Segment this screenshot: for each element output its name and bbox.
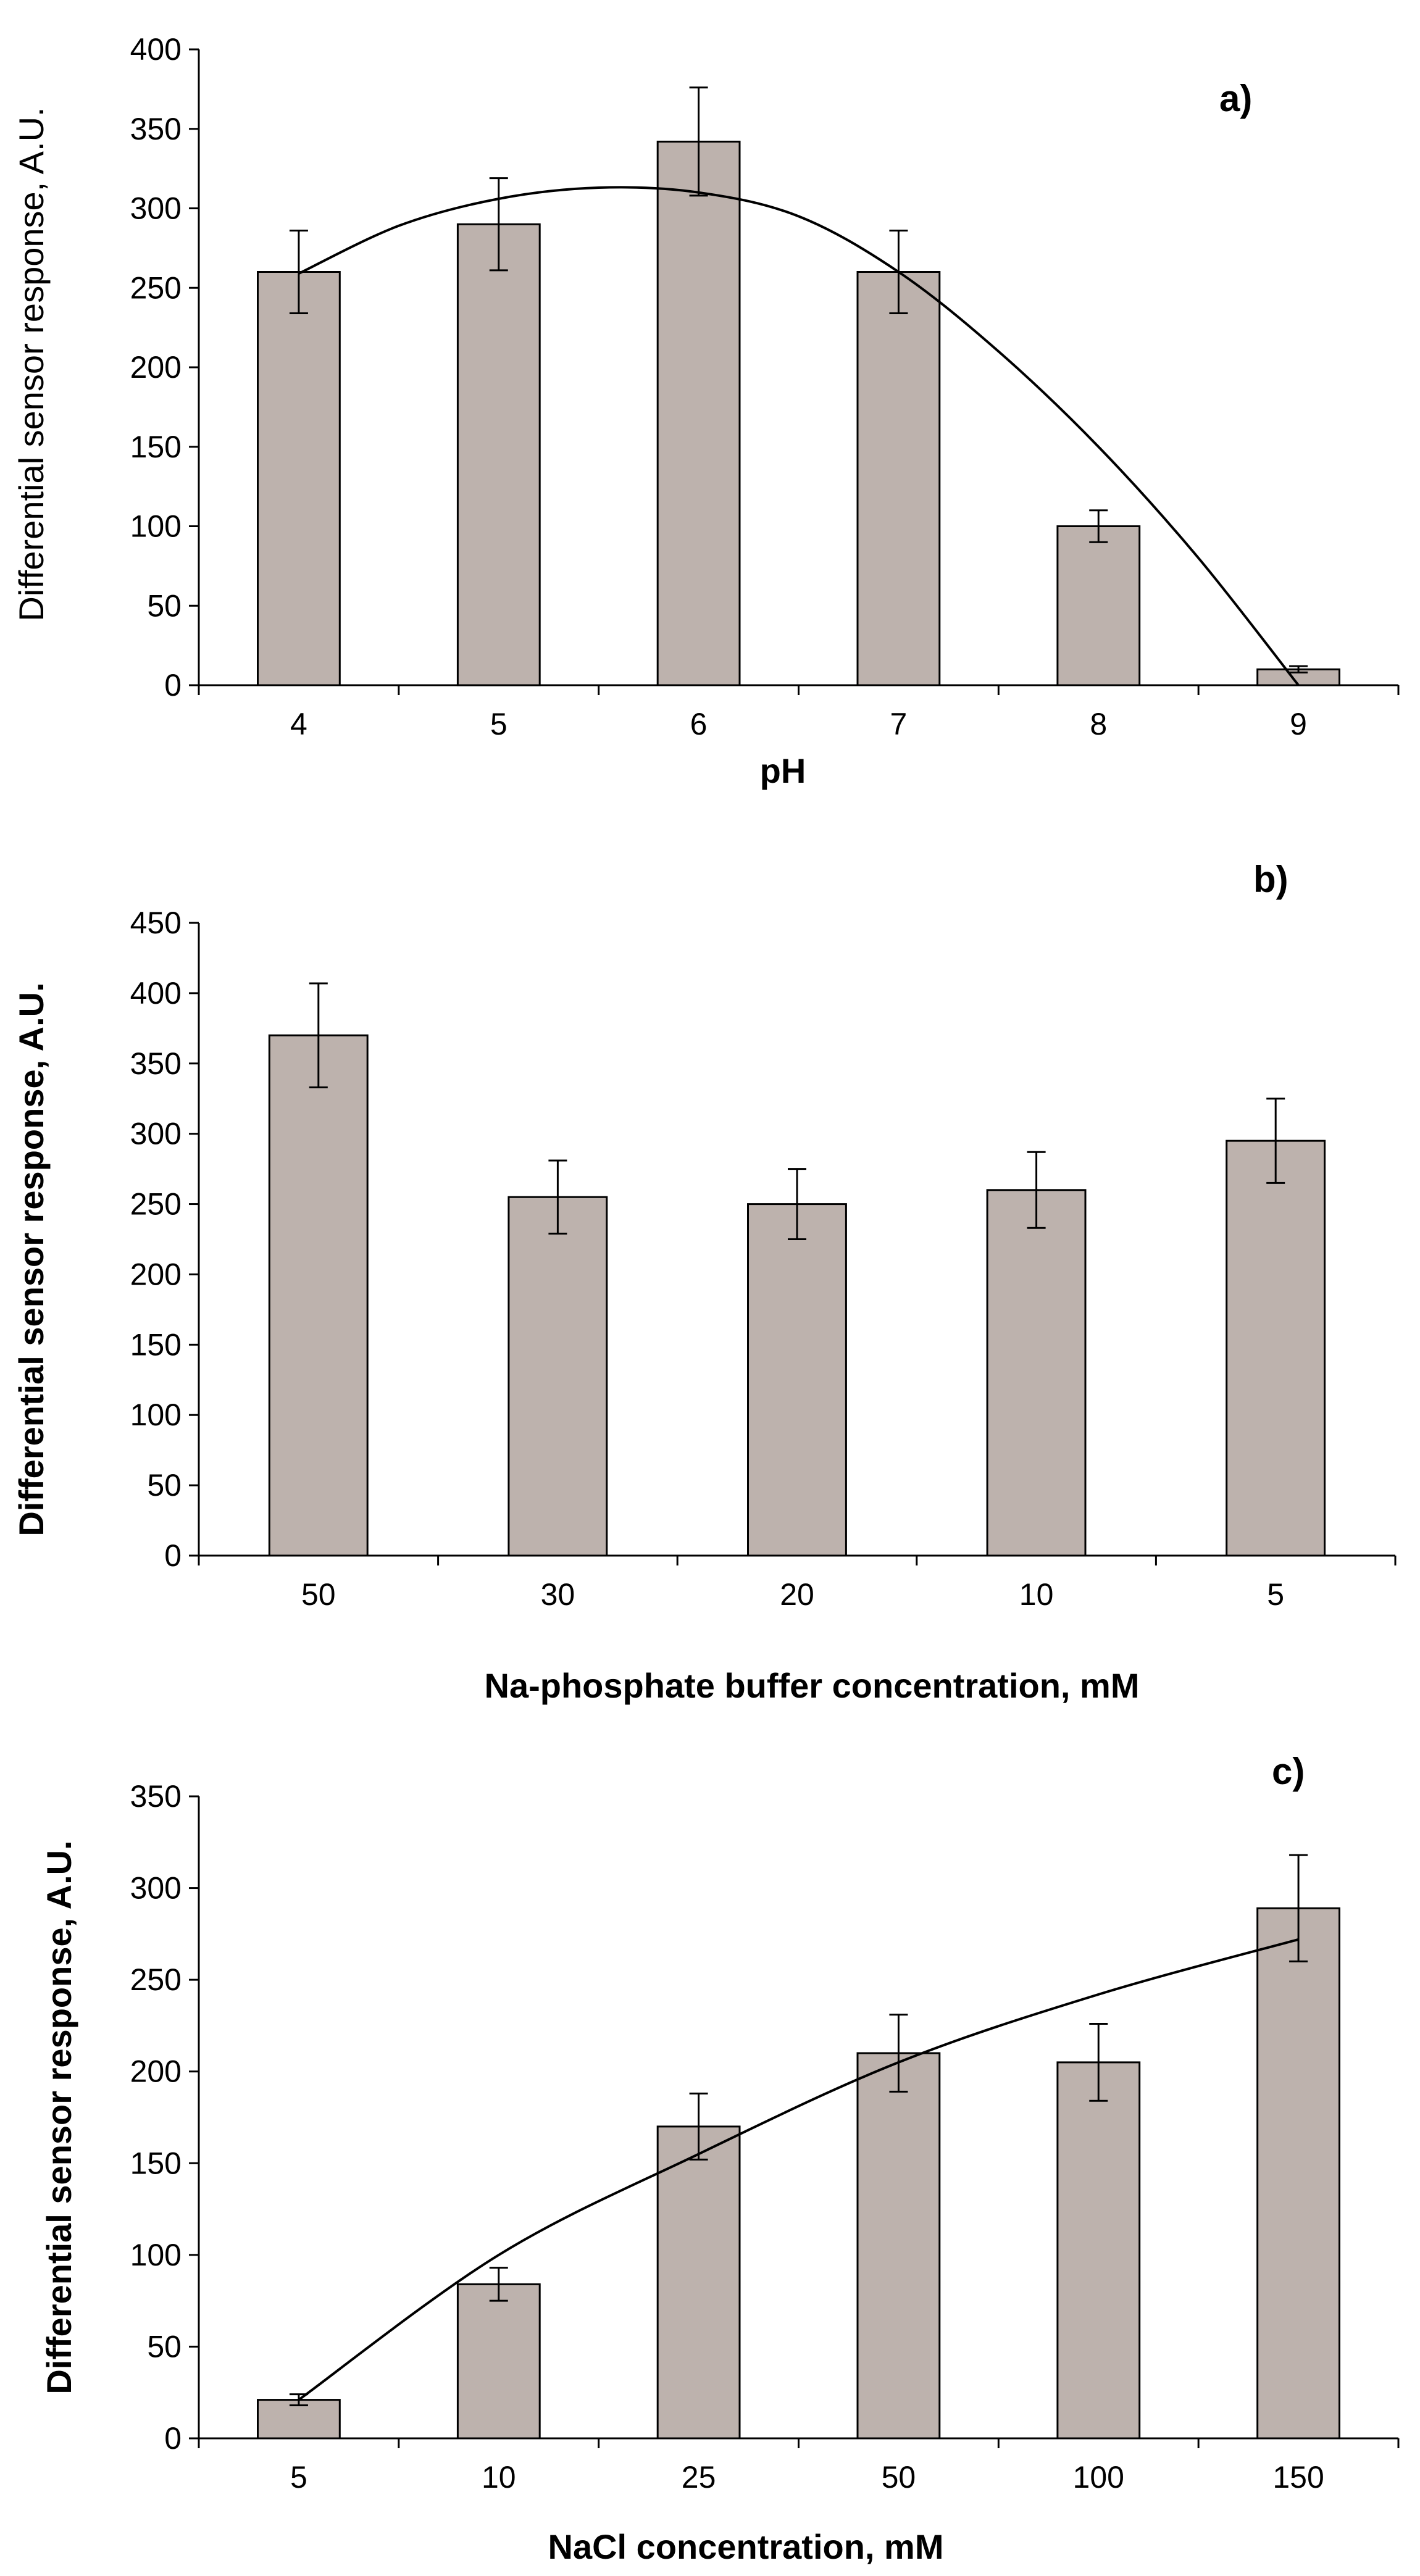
y-tick-label-c: 250 [130,1962,182,1997]
x-tick-label-a: 6 [690,707,708,741]
bar-a-4 [257,271,341,686]
error-bar-b-20 [788,1168,806,1240]
y-tick-label-c: 100 [130,2238,182,2272]
y-tick-label-b: 250 [130,1187,182,1222]
y-tick-label-a: 350 [130,112,182,146]
x-tick-label-b: 30 [541,1577,575,1612]
x-tick-label-c: 150 [1272,2460,1324,2495]
y-tick-label-c: 200 [130,2054,182,2089]
y-tick-label-b: 0 [164,1538,182,1573]
x-tick-label-a: 7 [890,707,908,741]
x-axis-title-b: Na-phosphate buffer concentration, mM [485,1666,1140,1705]
y-tick-label-c: 300 [130,1871,182,1906]
error-bar-c-100 [1089,2022,1108,2102]
error-bar-a-6 [689,86,708,197]
y-tick-label-c: 0 [164,2421,182,2456]
error-bar-c-10 [489,2267,508,2302]
bar-c-25 [656,2125,741,2440]
panel-label-b: b) [1253,859,1288,900]
y-axis-title-c: Differential sensor response, A.U. [40,1840,78,2394]
x-tick-label-c: 10 [482,2460,516,2495]
x-tick-label-a: 9 [1290,707,1307,741]
bar-b-10 [986,1189,1087,1557]
error-bar-b-50 [309,982,328,1088]
bar-c-150 [1256,1907,1340,2440]
error-bar-a-4 [289,230,308,314]
panel-label-c: c) [1272,1751,1305,1792]
y-tick-label-a: 200 [130,350,182,385]
y-tick-label-c: 50 [147,2329,182,2364]
error-bar-c-150 [1289,1854,1308,1962]
y-tick-label-a: 300 [130,191,182,226]
bar-b-30 [507,1196,608,1557]
panel-label-a: a) [1219,78,1252,119]
y-axis-title-b: Differential sensor response, A.U. [12,982,51,1536]
x-tick-label-a: 5 [490,707,507,741]
x-tick-label-a: 8 [1090,707,1107,741]
x-tick-label-c: 50 [882,2460,916,2495]
x-axis-title-a: pH [760,751,806,790]
bar-a-6 [656,140,741,686]
bar-a-8 [1056,525,1141,686]
y-tick-label-a: 250 [130,270,182,305]
x-tick-label-b: 5 [1267,1577,1284,1612]
x-tick-label-a: 4 [290,707,307,741]
bar-b-20 [747,1203,847,1557]
y-tick-label-b: 350 [130,1046,182,1081]
bar-a-5 [456,223,541,686]
chart-panel-a: 0 50 100 150 200 250 300 350 400 4 5 6 7 8 9 a) pH Dif… [12,32,1400,790]
chart-panel-c: 0 50 100 150 200 250 300 350 5 10 25 50 100 150 c) Na… [40,1751,1400,2566]
x-axis-title-c: NaCl concentration, mM [548,2527,944,2566]
x-tick-label-c: 100 [1073,2460,1124,2495]
x-tick-label-b: 50 [301,1577,336,1612]
bar-b-5 [1226,1140,1326,1557]
y-tick-label-b: 150 [130,1327,182,1362]
trendline-a [298,186,1300,686]
bar-c-100 [1056,2061,1141,2440]
bar-c-50 [856,2052,941,2440]
y-tick-label-b: 400 [130,976,182,1011]
error-bar-a-5 [489,177,508,272]
error-bar-c-25 [689,2092,708,2161]
x-tick-label-b: 20 [780,1577,814,1612]
y-tick-label-b: 50 [147,1468,182,1503]
y-tick-label-b: 100 [130,1398,182,1432]
y-tick-label-b: 300 [130,1117,182,1151]
y-tick-label-a: 0 [164,668,182,702]
y-axis-title-a: Differential sensor response, A.U. [12,107,51,621]
y-tick-label-a: 400 [130,32,182,67]
x-tick-label-c: 25 [682,2460,716,2495]
y-tick-label-c: 150 [130,2146,182,2180]
x-tick-label-c: 5 [290,2460,307,2495]
error-bar-b-5 [1266,1098,1285,1184]
bar-c-10 [456,2283,541,2440]
y-tick-label-a: 50 [147,588,182,623]
y-tick-label-a: 150 [130,430,182,464]
bar-b-50 [268,1034,369,1557]
error-bar-c-50 [889,2014,908,2093]
error-bar-b-10 [1027,1151,1046,1229]
error-bar-a-9 [1289,665,1308,673]
y-tick-label-b: 200 [130,1257,182,1291]
x-tick-label-b: 10 [1019,1577,1054,1612]
error-bar-a-8 [1089,509,1108,543]
bar-a-7 [856,271,941,686]
error-bar-b-30 [548,1159,567,1235]
y-tick-label-a: 100 [130,509,182,544]
trendline-c [298,1938,1299,2401]
y-tick-label-b: 450 [130,906,182,940]
y-tick-label-c: 350 [130,1779,182,1814]
